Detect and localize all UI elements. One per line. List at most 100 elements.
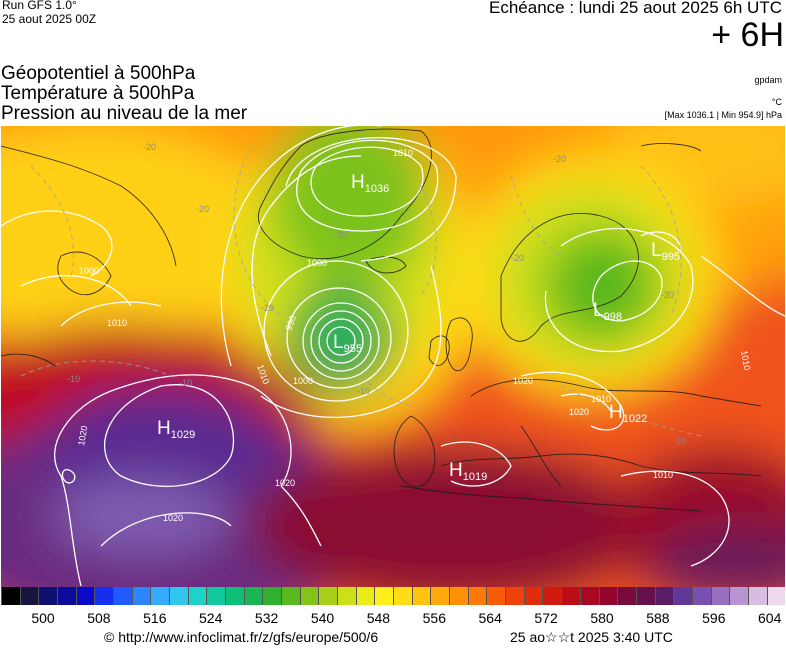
- color-scale-swatch: [598, 587, 618, 605]
- isobar-label: 1020: [163, 513, 183, 523]
- color-scale-swatch: [710, 587, 730, 605]
- run-date: 25 aout 2025 00Z: [2, 12, 97, 26]
- isobar-label: 1010: [739, 350, 752, 371]
- color-scale-swatch: [411, 587, 431, 605]
- color-scale-swatch: [150, 587, 170, 605]
- pressure-center-high-greenland: H1036: [351, 172, 389, 195]
- geopotential-shading: [1, 126, 785, 587]
- color-scale-swatch: [206, 587, 226, 605]
- temperature-label: -20: [661, 290, 674, 300]
- run-label: Run GFS 1.0°: [2, 0, 77, 12]
- isobar-label: 1010: [393, 148, 413, 158]
- weather-map-svg: H1036 L995 L998 L955 H1029 H1022 H1019 1…: [1, 126, 785, 587]
- color-scale-bar: [1, 587, 786, 605]
- isobar-label: 1010: [653, 470, 673, 480]
- color-scale-tick-label: 580: [590, 610, 614, 626]
- temperature-label: -10: [179, 378, 192, 388]
- field-title-geopotential: Géopotentiel à 500hPa: [1, 63, 196, 84]
- pressure-center-high-azores: H1029: [157, 418, 195, 441]
- forecast-valid-time: Echéance : lundi 25 aout 2025 6h UTC: [489, 0, 782, 17]
- color-scale-swatch: [505, 587, 524, 605]
- color-scale-tick-label: 500: [31, 610, 55, 626]
- color-scale-tick-label: 516: [143, 610, 167, 626]
- isobar-label: 1020: [569, 407, 589, 417]
- color-scale-tick-label: 572: [534, 610, 558, 626]
- field-title-pressure: Pression au niveau de la mer: [1, 103, 248, 124]
- color-scale-swatch: [337, 587, 356, 605]
- color-scale-tick-label: 524: [199, 610, 223, 626]
- color-scale-swatch: [131, 587, 151, 605]
- color-scale-swatch: [318, 587, 338, 605]
- color-scale-swatch: [561, 587, 580, 605]
- color-scale-swatch: [374, 587, 394, 605]
- temperature-label: -20: [261, 303, 274, 313]
- temperature-label: -20: [196, 204, 209, 214]
- color-scale-swatch: [617, 587, 636, 605]
- isobar-label: 990: [283, 314, 298, 332]
- color-scale-swatch: [262, 587, 282, 605]
- isobar-label: 1020: [513, 376, 533, 386]
- color-scale-swatch: [691, 587, 711, 605]
- isobar-label: 1020: [275, 478, 295, 488]
- isobar-label: 1000: [307, 258, 327, 268]
- temperature-isotherms: [20, 145, 702, 437]
- color-scale-swatch: [766, 587, 786, 605]
- temperature-label: -10: [67, 374, 80, 384]
- color-scale-swatch: [393, 587, 412, 605]
- color-scale-tick-label: 588: [646, 610, 670, 626]
- pressure-center-low-scandinavia: L998: [593, 300, 622, 323]
- color-scale-swatch: [579, 587, 599, 605]
- color-scale-swatch: [467, 587, 487, 605]
- color-scale-tick-label: 540: [310, 610, 335, 626]
- color-scale-swatch: [187, 587, 207, 605]
- pressure-centers: H1036 L995 L998 L955 H1029 H1022 H1019: [157, 172, 680, 483]
- color-scale-swatch: [542, 587, 562, 605]
- unit-geopotential: gpdam: [754, 75, 782, 85]
- pressure-center-high-balkans: H1022: [609, 402, 647, 425]
- field-title-temperature: Température à 500hPa: [1, 83, 195, 104]
- temperature-label: -20: [511, 253, 524, 263]
- color-scale-swatch: [673, 587, 692, 605]
- color-scale-swatch: [281, 587, 300, 605]
- isobars: [1, 126, 785, 587]
- generated-time: 25 ao☆☆t 2025 3:40 UTC: [510, 629, 673, 645]
- isobar-label: 1000: [79, 266, 99, 276]
- color-scale-swatch: [430, 587, 450, 605]
- color-scale-swatch: [113, 587, 132, 605]
- color-scale-swatch: [449, 587, 468, 605]
- color-scale-tick-label: 564: [478, 610, 502, 626]
- color-scale-tick-label: 548: [366, 610, 391, 626]
- color-scale-swatch: [355, 587, 375, 605]
- color-scale-tick-label: 604: [758, 610, 782, 626]
- pressure-center-high-mediterranean: H1019: [449, 460, 487, 483]
- pressure-range: [Max 1036.1 | Min 954.9] hPa: [664, 110, 782, 120]
- color-scale-tick-label: 556: [422, 610, 446, 626]
- lead-time: + 6H: [711, 16, 784, 54]
- color-scale-swatch: [94, 587, 114, 605]
- unit-temperature: °C: [771, 97, 782, 107]
- color-scale-swatch: [38, 587, 58, 605]
- color-scale-swatch: [169, 587, 188, 605]
- color-scale-swatch: [654, 587, 674, 605]
- color-scale-swatch: [523, 587, 543, 605]
- color-scale-swatch: [635, 587, 655, 605]
- pressure-center-low-atlantic: L955: [333, 332, 362, 355]
- isobar-label: 1000: [293, 376, 313, 386]
- isobar-label: 1010: [591, 394, 611, 404]
- pressure-center-low-russia: L995: [651, 240, 680, 263]
- color-scale-swatch: [243, 587, 263, 605]
- color-scale-tick-label: 508: [87, 610, 111, 626]
- color-scale-tick-label: 532: [254, 610, 279, 626]
- color-scale-tick-label: 596: [702, 610, 726, 626]
- isobar-label: 1020: [76, 425, 89, 446]
- temperature-label: -20: [143, 142, 156, 152]
- coastlines: [1, 128, 762, 512]
- color-scale-swatch: [19, 587, 39, 605]
- source-url: © http://www.infoclimat.fr/z/gfs/europe/…: [104, 629, 379, 645]
- color-scale-swatch: [729, 587, 748, 605]
- isobar-labels: 1010 1000 1010 1020 1020 1020 1010 1020 …: [76, 148, 752, 523]
- temperature-labels: -20 -20 -20 -20 -20 -20 -20 -10 -10 -10 …: [67, 142, 686, 446]
- color-scale-swatch: [299, 587, 319, 605]
- color-scale-swatch: [225, 587, 244, 605]
- color-scale-swatch: [1, 587, 20, 605]
